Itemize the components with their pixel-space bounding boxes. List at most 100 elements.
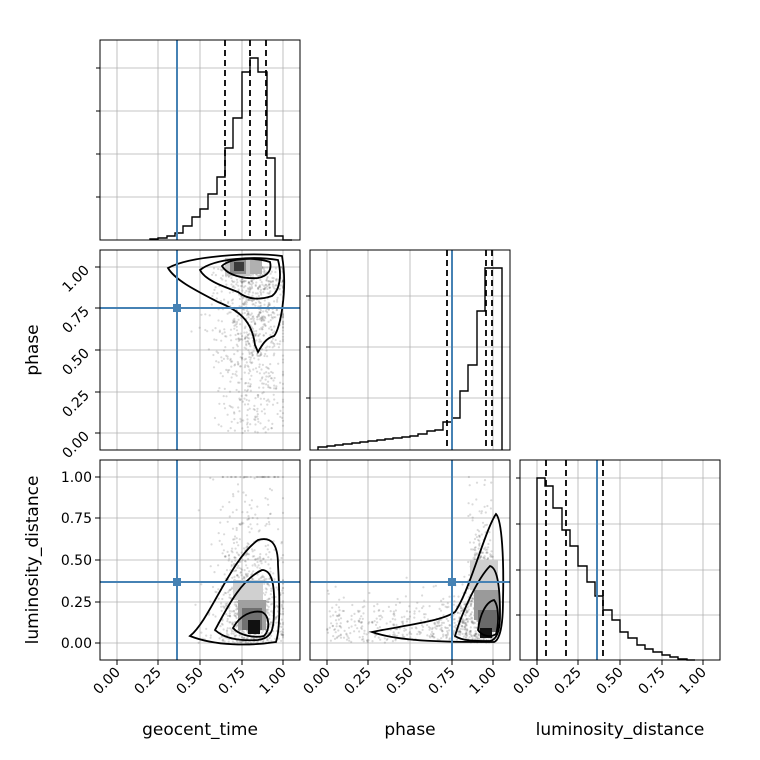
scatter-point	[281, 281, 284, 284]
panel-2d-geocent-time-luminosity-distance	[99, 459, 301, 661]
scatter-point	[267, 597, 270, 600]
scatter-point	[251, 294, 254, 297]
scatter-point	[459, 631, 462, 635]
scatter-point	[264, 544, 267, 548]
scatter-point	[281, 601, 285, 604]
scatter-point	[408, 615, 412, 618]
scatter-point	[281, 419, 285, 422]
scatter-point	[239, 523, 242, 526]
scatter-point	[235, 612, 238, 615]
scatter-point	[246, 364, 249, 367]
scatter-point	[227, 300, 230, 303]
scatter-point	[264, 475, 267, 479]
scatter-point	[267, 375, 270, 378]
scatter-point	[458, 631, 461, 634]
scatter-point	[234, 614, 237, 618]
scatter-point	[257, 334, 260, 337]
scatter-point	[272, 475, 275, 479]
scatter-point	[235, 605, 238, 608]
scatter-point	[422, 613, 426, 616]
scatter-point	[257, 530, 260, 533]
scatter-point	[327, 592, 330, 595]
scatter-point	[245, 398, 248, 401]
scatter-point	[343, 629, 346, 633]
scatter-point	[476, 528, 479, 532]
scatter-point	[481, 551, 485, 554]
scatter-point	[267, 372, 270, 375]
scatter-point	[212, 478, 215, 481]
scatter-point	[277, 528, 280, 531]
scatter-point	[473, 556, 476, 559]
scatter-point	[486, 504, 489, 508]
scatter-point	[403, 615, 406, 618]
scatter-point	[235, 600, 239, 603]
scatter-point	[243, 429, 246, 433]
scatter-point	[254, 416, 257, 419]
scatter-point	[366, 639, 369, 642]
scatter-point	[281, 561, 285, 564]
scatter-point	[427, 626, 431, 629]
scatter-point	[221, 274, 224, 277]
scatter-point	[328, 626, 331, 629]
scatter-point	[251, 550, 254, 553]
scatter-point	[250, 280, 254, 283]
scatter-point	[362, 638, 365, 641]
scatter-point	[464, 625, 467, 628]
scatter-point	[250, 351, 253, 354]
scatter-point	[240, 522, 243, 526]
scatter-point	[459, 633, 462, 636]
scatter-point	[256, 274, 259, 277]
scatter-point	[245, 347, 248, 350]
scatter-point	[358, 617, 362, 620]
scatter-point	[214, 615, 217, 618]
scatter-point	[218, 539, 221, 543]
scatter-point	[247, 290, 250, 293]
y-tick-label: 1.00	[59, 263, 92, 296]
scatter-point	[260, 348, 264, 351]
scatter-point	[248, 570, 251, 573]
scatter-point	[248, 351, 251, 354]
scatter-point	[258, 567, 261, 570]
scatter-point	[254, 397, 257, 400]
scatter-point	[234, 559, 237, 562]
scatter-point	[210, 543, 213, 546]
scatter-point	[239, 338, 242, 341]
scatter-point	[464, 632, 467, 635]
scatter-point	[223, 591, 226, 595]
scatter-point	[251, 353, 254, 357]
scatter-point	[248, 407, 251, 410]
scatter-point	[489, 637, 492, 640]
y-tick-label: 0.25	[59, 388, 92, 421]
scatter-point	[248, 378, 252, 381]
scatter-point	[257, 285, 260, 289]
scatter-point	[273, 287, 276, 290]
scatter-point	[270, 639, 273, 642]
scatter-point	[251, 353, 254, 356]
scatter-point	[251, 351, 254, 354]
scatter-point	[326, 631, 330, 634]
scatter-point	[279, 622, 282, 626]
scatter-point	[281, 628, 285, 631]
scatter-point	[359, 621, 362, 624]
scatter-point	[244, 335, 247, 338]
scatter-point	[440, 637, 443, 640]
scatter-point	[269, 333, 272, 337]
scatter-point	[452, 618, 455, 621]
scatter-point	[237, 337, 240, 341]
scatter-point	[265, 612, 268, 615]
scatter-point	[263, 266, 266, 269]
scatter-point	[250, 527, 253, 530]
scatter-point	[211, 294, 214, 298]
scatter-point	[360, 627, 363, 631]
scatter-point	[217, 389, 220, 392]
scatter-point	[281, 475, 285, 479]
scatter-point	[267, 605, 270, 609]
scatter-point	[233, 364, 236, 367]
scatter-point	[267, 475, 270, 479]
scatter-point	[221, 623, 224, 626]
scatter-point	[396, 628, 399, 631]
scatter-point	[396, 597, 399, 601]
contour-middle	[453, 565, 501, 642]
scatter-point	[261, 325, 264, 329]
scatter-point	[281, 316, 285, 319]
